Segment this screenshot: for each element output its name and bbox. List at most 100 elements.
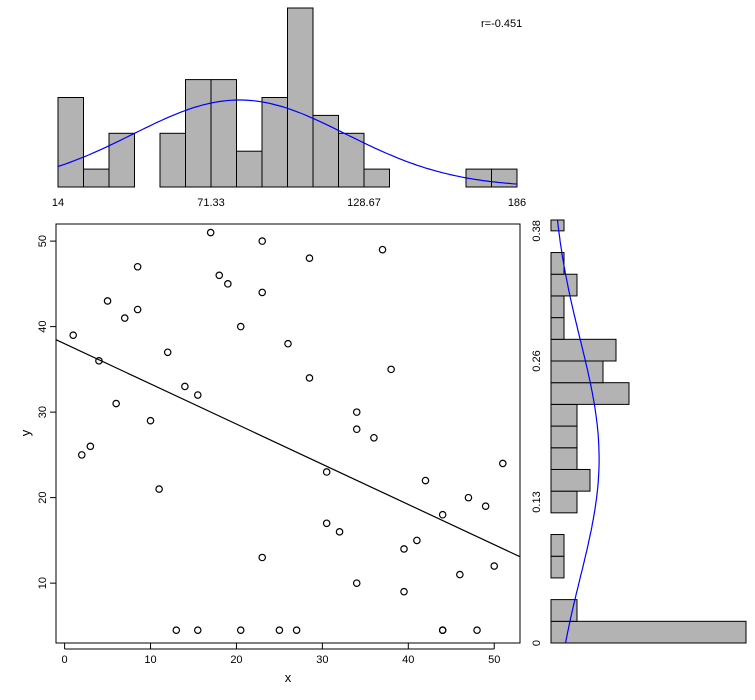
data-point bbox=[322, 468, 331, 476]
top-histogram-bar bbox=[159, 132, 187, 188]
scatter-plot-frame bbox=[55, 223, 521, 644]
correlation-annotation: r=-0.451 bbox=[481, 18, 522, 30]
data-point bbox=[112, 399, 120, 408]
data-point bbox=[438, 510, 447, 519]
data-point bbox=[352, 408, 361, 416]
y-tick-label: 30 bbox=[37, 406, 49, 418]
data-point bbox=[258, 553, 267, 562]
data-point bbox=[258, 288, 267, 297]
top-histogram-tick-label: 128.67 bbox=[347, 197, 381, 209]
top-histogram-bar bbox=[261, 97, 288, 188]
data-point bbox=[258, 237, 267, 245]
right-histogram-bar bbox=[550, 317, 565, 340]
data-point bbox=[438, 626, 447, 634]
right-histogram-bar bbox=[550, 382, 630, 405]
regression-line bbox=[55, 339, 521, 558]
top-histogram-tick-label: 71.33 bbox=[197, 197, 225, 209]
data-point bbox=[305, 254, 314, 263]
right-histogram-bar bbox=[550, 534, 565, 557]
data-point bbox=[69, 331, 77, 339]
x-tick-label: 50 bbox=[488, 654, 500, 666]
data-point bbox=[352, 579, 361, 587]
right-histogram: 0 0.13 0.26 0.38 bbox=[531, 219, 747, 646]
data-point bbox=[473, 626, 481, 634]
data-point bbox=[236, 626, 245, 634]
right-histogram-bar bbox=[550, 468, 591, 492]
right-histogram-bar bbox=[550, 403, 578, 427]
top-histogram-tick-label: 14 bbox=[52, 197, 64, 209]
data-point bbox=[464, 493, 473, 502]
right-histogram-bar bbox=[550, 295, 565, 319]
data-point bbox=[335, 528, 344, 536]
y-tick-label: 20 bbox=[37, 492, 49, 504]
y-tick-label: 10 bbox=[37, 577, 49, 589]
data-point bbox=[400, 587, 408, 596]
data-point bbox=[236, 322, 245, 331]
data-point bbox=[456, 570, 464, 579]
data-point bbox=[387, 365, 395, 374]
data-point bbox=[215, 271, 224, 280]
data-point bbox=[163, 348, 172, 357]
top-normal-curve bbox=[57, 99, 518, 185]
top-histogram: 14 71.33 128.67 186 bbox=[52, 7, 526, 209]
data-point bbox=[103, 297, 112, 305]
top-histogram-bar bbox=[337, 132, 365, 188]
data-point bbox=[352, 425, 361, 434]
top-histogram-bar bbox=[312, 114, 339, 188]
top-histogram-bar bbox=[83, 168, 110, 188]
right-histogram-bar bbox=[550, 425, 578, 449]
x-tick-label: 0 bbox=[62, 654, 68, 666]
data-point bbox=[146, 416, 155, 425]
data-point bbox=[172, 626, 181, 634]
data-point bbox=[284, 339, 292, 348]
right-histogram-bar bbox=[550, 447, 578, 470]
data-point bbox=[400, 545, 408, 553]
data-point bbox=[421, 476, 430, 485]
top-histogram-bar bbox=[363, 168, 390, 188]
top-histogram-bar bbox=[210, 79, 238, 188]
data-point bbox=[224, 280, 232, 288]
x-tick-label: 10 bbox=[144, 654, 156, 666]
right-histogram-bar bbox=[550, 338, 617, 362]
data-point bbox=[370, 433, 378, 442]
data-point bbox=[120, 314, 129, 322]
data-point bbox=[413, 536, 421, 545]
y-axis-title: y bbox=[18, 429, 33, 436]
right-histogram-tick-label: 0.26 bbox=[531, 350, 543, 371]
data-point bbox=[193, 626, 202, 634]
right-histogram-bar bbox=[550, 620, 747, 644]
data-point bbox=[133, 262, 142, 271]
top-histogram-tick-label: 186 bbox=[508, 197, 526, 209]
x-tick-label: 30 bbox=[316, 654, 328, 666]
data-point bbox=[77, 451, 86, 459]
scatter-plot: 0 10 20 30 40 50 10 20 30 40 50 bbox=[37, 223, 521, 666]
data-point bbox=[481, 502, 490, 510]
x-tick-label: 40 bbox=[402, 654, 414, 666]
data-point bbox=[275, 626, 284, 634]
right-normal-curve bbox=[556, 219, 600, 644]
right-histogram-bar bbox=[550, 360, 604, 384]
top-histogram-bar bbox=[185, 79, 212, 188]
x-axis-title: x bbox=[285, 670, 292, 685]
data-point bbox=[86, 442, 95, 451]
y-tick-label: 50 bbox=[37, 235, 49, 247]
top-histogram-bar bbox=[57, 97, 85, 188]
data-point bbox=[490, 562, 499, 570]
top-histogram-bar bbox=[236, 150, 263, 188]
data-point bbox=[193, 391, 202, 399]
right-histogram-tick-label: 0.13 bbox=[531, 491, 543, 512]
data-point bbox=[181, 382, 189, 391]
data-point bbox=[292, 626, 301, 634]
data-point bbox=[133, 305, 142, 314]
top-histogram-bar bbox=[287, 7, 314, 188]
data-point bbox=[305, 374, 314, 382]
y-tick-label: 40 bbox=[37, 320, 49, 332]
right-histogram-tick-label: 0 bbox=[531, 640, 543, 646]
right-histogram-bar bbox=[550, 490, 578, 514]
right-histogram-bar bbox=[550, 599, 578, 622]
x-tick-label: 20 bbox=[230, 654, 242, 666]
data-point bbox=[499, 459, 507, 468]
top-histogram-bar bbox=[108, 132, 136, 188]
right-histogram-tick-label: 0.38 bbox=[531, 220, 543, 241]
data-point bbox=[378, 245, 387, 254]
